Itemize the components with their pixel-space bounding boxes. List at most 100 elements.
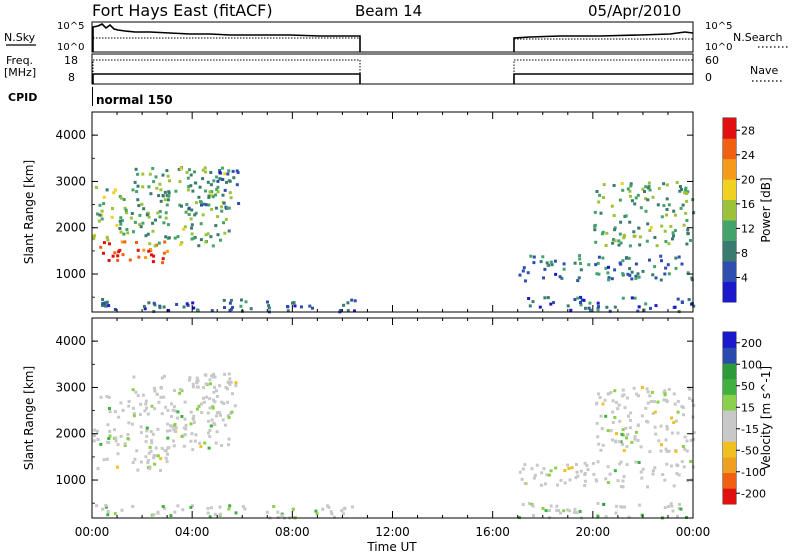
scatter-cell [591, 461, 595, 465]
scatter-cell [197, 404, 201, 408]
scatter-cell [634, 460, 638, 464]
scatter-cell [236, 171, 240, 174]
scatter-cell [639, 206, 643, 210]
scatter-cell [175, 303, 179, 306]
scatter-cell [224, 386, 228, 389]
scatter-cell [286, 305, 290, 309]
scatter-cell [621, 296, 625, 300]
scatter-cell [186, 303, 190, 307]
scatter-cell [223, 423, 227, 427]
scatter-cell [123, 240, 127, 244]
scatter-cell [191, 382, 195, 386]
cpid-label: CPID [8, 91, 37, 104]
scatter-cell [105, 457, 109, 461]
scatter-cell [633, 437, 637, 441]
scatter-cell [107, 259, 111, 262]
scatter-cell [614, 439, 618, 443]
scatter-cell [609, 429, 613, 433]
scatter-cell [549, 260, 553, 264]
scatter-cell [665, 424, 669, 428]
scatter-cell [156, 211, 160, 215]
scatter-cell [199, 238, 203, 242]
scatter-cell [670, 416, 673, 420]
scatter-cell [546, 296, 550, 300]
scatter-cell [203, 166, 207, 170]
scatter-cell [630, 199, 634, 203]
colorbar-tick-label: 200 [741, 337, 762, 350]
velocity-colorbar-label: Velocity [m s^-1] [759, 366, 773, 470]
scatter-cell [562, 267, 566, 271]
scatter-cell [153, 303, 157, 307]
scatter-cell [139, 460, 143, 464]
scatter-cell [208, 378, 212, 382]
scatter-cell [124, 208, 128, 212]
scatter-cell [221, 193, 225, 197]
freq-trace-left [92, 73, 361, 84]
scatter-cell [685, 192, 689, 195]
scatter-cell [106, 510, 110, 513]
scatter-cell [215, 430, 219, 434]
scatter-cell [108, 410, 112, 414]
scatter-cell [673, 213, 677, 217]
scatter-cell [686, 190, 690, 194]
scatter-cell [153, 244, 157, 248]
scatter-cell [116, 254, 120, 258]
scatter-cell [608, 309, 612, 313]
scatter-cell [102, 458, 106, 462]
power-panel: 1000 2000 3000 4000 Slant Range [km] 4 8 12 16… [22, 111, 773, 314]
scatter-cell [208, 190, 212, 194]
nsky-tick-high: 10^5 [57, 21, 84, 32]
scatter-cell [583, 484, 587, 487]
scatter-cell [132, 414, 136, 418]
scatter-cell [676, 431, 680, 435]
scatter-cell [161, 261, 164, 265]
power-colorbar-label: Power [dB] [759, 177, 773, 242]
scatter-cell [118, 219, 122, 223]
scatter-cell [209, 171, 213, 174]
scatter-cell [660, 443, 663, 447]
scatter-cell [662, 398, 666, 402]
scatter-cell [649, 226, 653, 230]
scatter-cell [595, 401, 599, 405]
scatter-cell [223, 172, 227, 176]
scatter-cell [599, 448, 603, 452]
scatter-cell [228, 179, 232, 183]
scatter-cell [96, 212, 99, 216]
scatter-cell [576, 511, 580, 514]
scatter-cell [149, 430, 153, 433]
scatter-cell [610, 438, 614, 442]
scatter-cell [604, 266, 608, 270]
scatter-cell [193, 181, 197, 185]
scatter-cell [108, 242, 111, 246]
scatter-cell [663, 272, 667, 276]
colorbar-segment [723, 240, 736, 262]
scatter-cell [113, 188, 117, 192]
freq-tick-low: 8 [68, 71, 75, 84]
scatter-cell [249, 307, 253, 311]
scatter-cell [141, 221, 145, 225]
scatter-cell [179, 167, 183, 171]
scatter-cell [559, 478, 563, 482]
scatter-cell [159, 199, 163, 203]
scatter-cell [153, 389, 157, 393]
x-tick-label: 00:00 [676, 525, 711, 539]
scatter-cell [184, 210, 188, 214]
scatter-cell [174, 426, 178, 430]
scatter-cell [542, 276, 545, 280]
scatter-cell [546, 263, 550, 267]
scatter-cell [640, 513, 644, 517]
scatter-cell [165, 169, 169, 173]
scatter-cell [624, 426, 628, 430]
scatter-cell [151, 432, 155, 436]
scatter-cell [330, 512, 334, 516]
scatter-cell [651, 412, 655, 415]
scatter-cell [107, 437, 111, 440]
scatter-cell [118, 227, 122, 230]
scatter-cell [621, 428, 625, 432]
scatter-cell [587, 306, 591, 310]
scatter-cell [633, 296, 637, 300]
scatter-cell [221, 418, 225, 422]
x-tick-label: 04:00 [175, 525, 210, 539]
scatter-cell [641, 467, 645, 471]
scatter-cell [569, 308, 573, 312]
